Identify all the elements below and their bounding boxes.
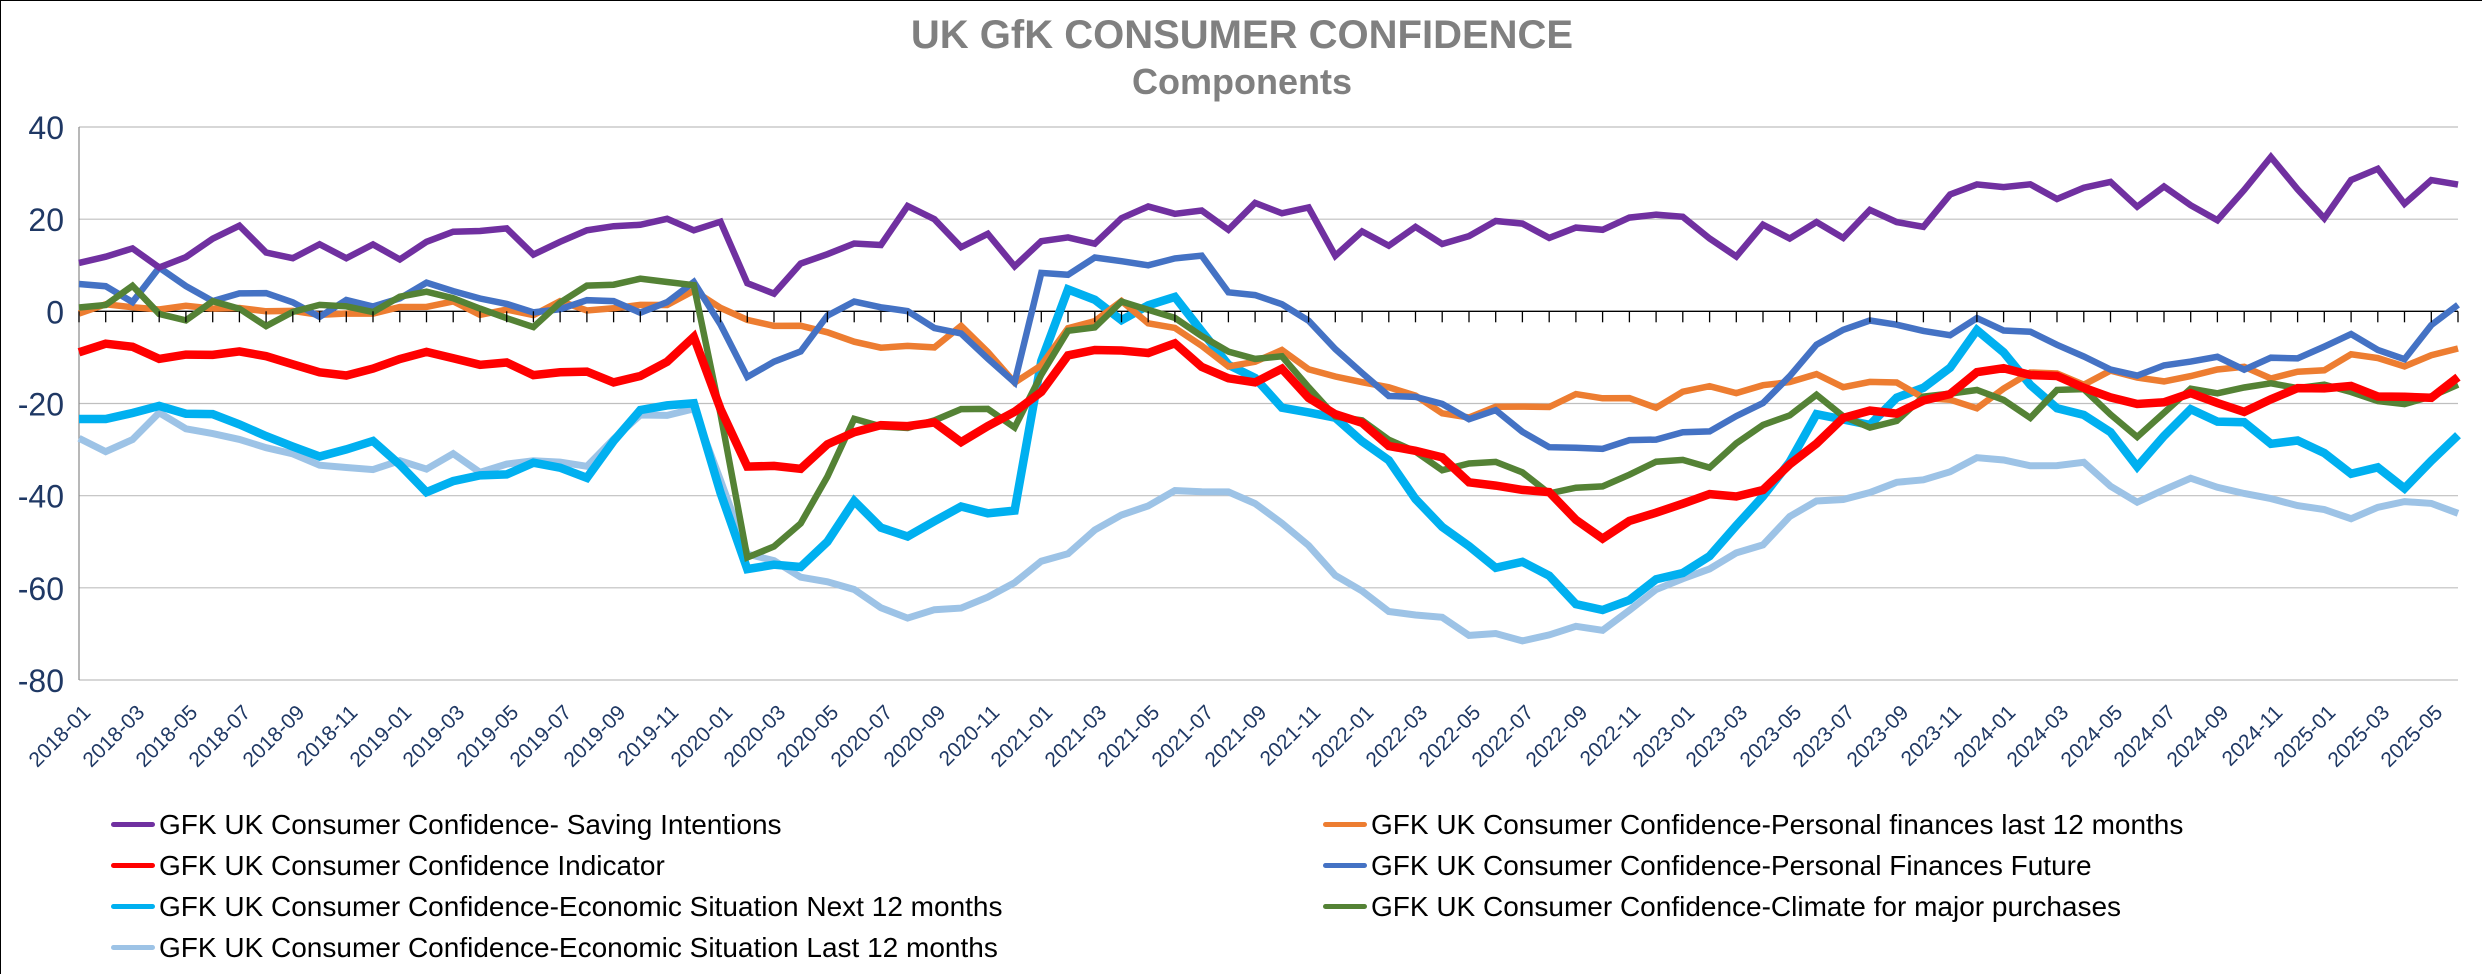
svg-text:-40: -40 xyxy=(18,479,64,515)
svg-text:-80: -80 xyxy=(18,663,64,699)
svg-text:0: 0 xyxy=(46,294,64,330)
svg-text:-60: -60 xyxy=(18,571,64,607)
svg-text:40: 40 xyxy=(28,110,64,146)
svg-text:-20: -20 xyxy=(18,387,64,423)
svg-text:20: 20 xyxy=(28,202,64,238)
